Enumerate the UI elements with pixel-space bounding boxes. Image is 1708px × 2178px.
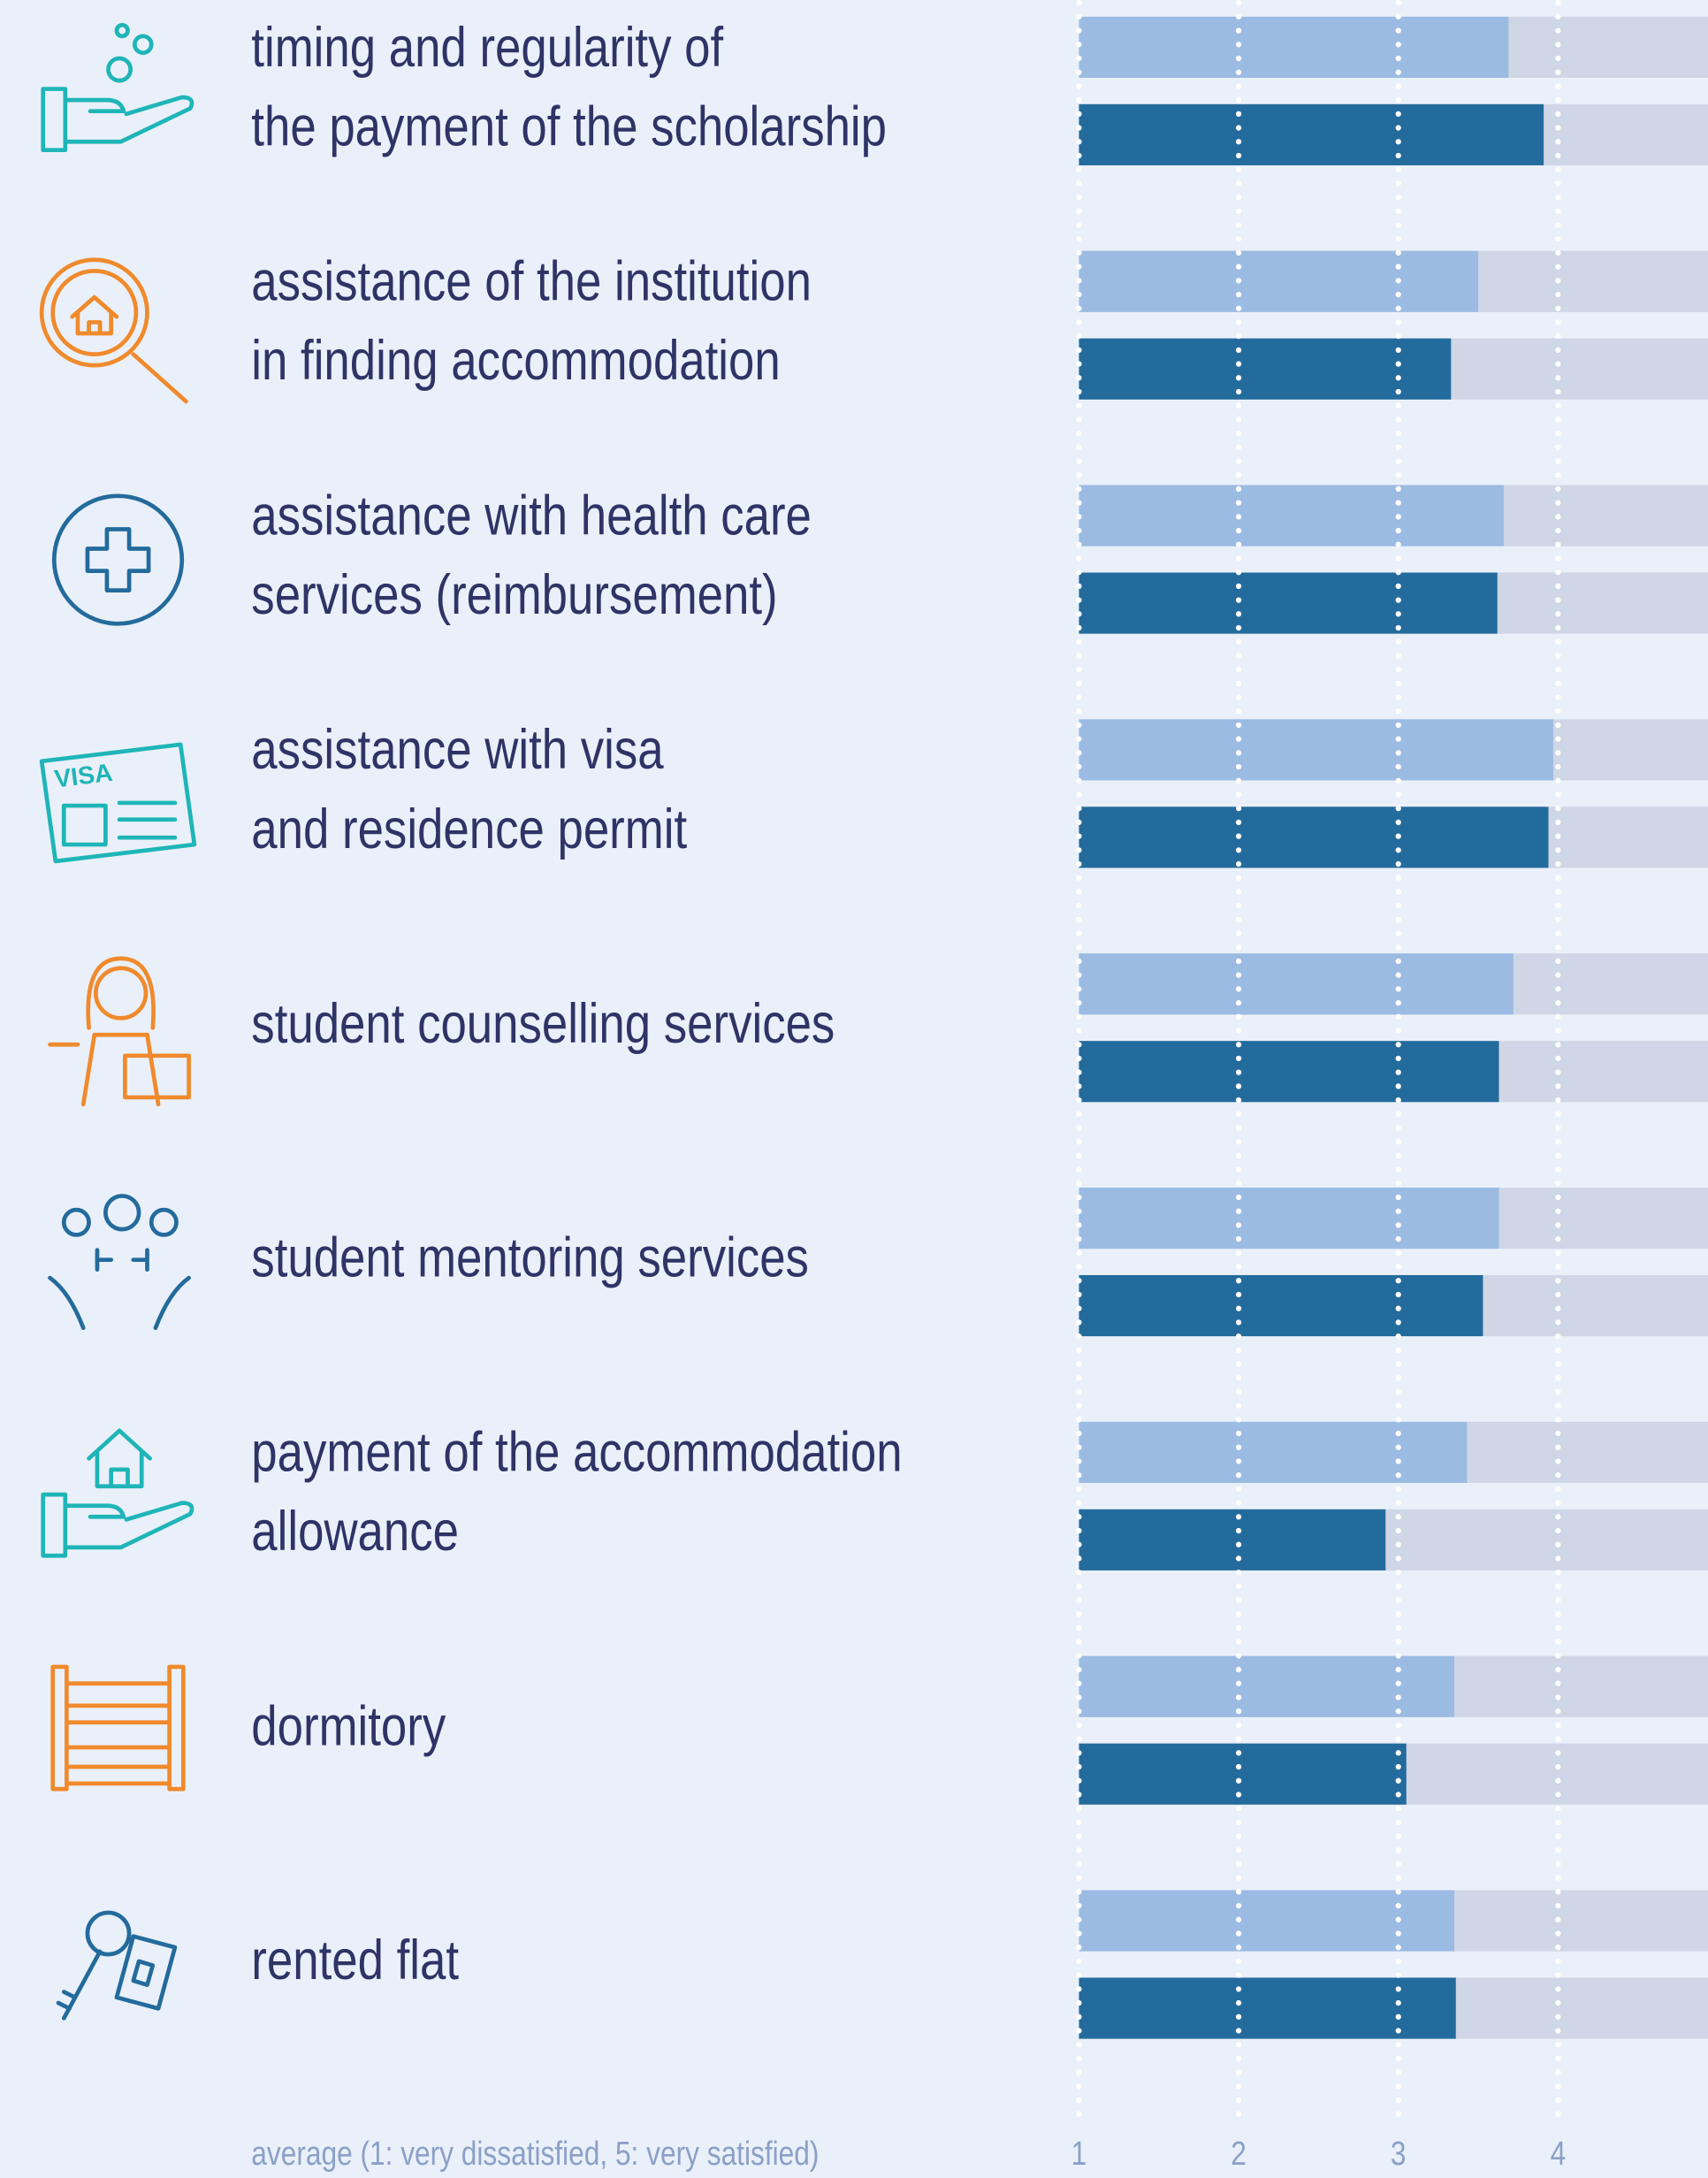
x-tick-group: 4: [1551, 2135, 1567, 2172]
bar: [1079, 338, 1452, 400]
category-label-group: timing and regularity of: [251, 16, 724, 78]
bar: [1079, 806, 1549, 868]
icons: VISA: [39, 22, 197, 2021]
category-label: the payment of the scholarship: [251, 96, 887, 157]
bar: [1079, 719, 1553, 781]
category-label-group: in finding accommodation: [251, 330, 780, 392]
x-tick-group: 1: [1071, 2135, 1087, 2172]
bar: [1079, 485, 1504, 546]
x-tick-label: 3: [1391, 2135, 1407, 2172]
category-label: assistance with health care: [251, 485, 812, 546]
category-label-group: allowance: [251, 1501, 459, 1563]
bar: [1079, 1188, 1499, 1249]
category-label-group: assistance with visa: [251, 719, 664, 781]
bar: [1079, 1509, 1386, 1570]
category-label: payment of the accommodation: [251, 1421, 902, 1483]
bar: [1079, 953, 1514, 1015]
bar: [1079, 572, 1498, 634]
category-label-group: the payment of the scholarship: [251, 96, 887, 157]
category-label: services (reimbursement): [251, 564, 777, 626]
bar: [1079, 250, 1479, 312]
x-axis-label-group: average (1: very dissatisfied, 5: very s…: [251, 2135, 819, 2172]
svg-text:VISA: VISA: [53, 758, 114, 793]
category-label-group: services (reimbursement): [251, 564, 777, 626]
category-label-group: assistance of the institution: [251, 250, 812, 312]
category-label: allowance: [251, 1501, 459, 1563]
category-label: assistance of the institution: [251, 250, 812, 312]
x-tick-group: 2: [1231, 2135, 1247, 2172]
category-label: and residence permit: [251, 798, 687, 860]
icon-health: [51, 493, 185, 626]
category-label-group: student mentoring services: [251, 1227, 809, 1288]
category-label: in finding accommodation: [251, 330, 780, 392]
x-tick-label: 2: [1231, 2135, 1247, 2172]
x-axis-label: average (1: very dissatisfied, 5: very s…: [251, 2135, 819, 2172]
icon-hand-coins: [41, 22, 194, 153]
category-label-group: dormitory: [251, 1695, 446, 1757]
category-label-group: payment of the accommodation: [251, 1421, 902, 1483]
bar: [1079, 1977, 1456, 2039]
category-label-group: and residence permit: [251, 798, 687, 860]
category-label-group: rented flat: [251, 1930, 459, 1991]
icon-bunk-bed: [50, 1664, 186, 1792]
x-tick-label: 4: [1551, 2135, 1567, 2172]
bar: [1079, 1655, 1454, 1717]
bar: [1079, 103, 1544, 165]
icon-mentoring: [48, 1194, 191, 1331]
icon-search-house: [39, 257, 188, 404]
x-tick-label: 1: [1071, 2135, 1087, 2172]
icon-keys: [56, 1910, 178, 2021]
category-label: assistance with visa: [251, 719, 664, 781]
icon-visa: VISA: [39, 742, 197, 864]
x-tick-group: 3: [1391, 2135, 1407, 2172]
category-label: rented flat: [251, 1930, 459, 1991]
bar: [1079, 1041, 1499, 1103]
category-label-group: student counselling services: [251, 993, 835, 1055]
bar: [1079, 1890, 1454, 1952]
bar: [1079, 16, 1509, 79]
bar: [1079, 1274, 1483, 1337]
category-label: student counselling services: [251, 993, 835, 1055]
category-label: dormitory: [251, 1695, 446, 1757]
icon-counsellor: [48, 956, 191, 1107]
category-label: student mentoring services: [251, 1227, 809, 1288]
category-label-group: assistance with health care: [251, 485, 812, 546]
icon-hand-house: [41, 1428, 194, 1558]
bar: [1079, 1421, 1468, 1483]
bar: [1079, 1743, 1407, 1805]
category-label: timing and regularity of: [251, 16, 724, 78]
